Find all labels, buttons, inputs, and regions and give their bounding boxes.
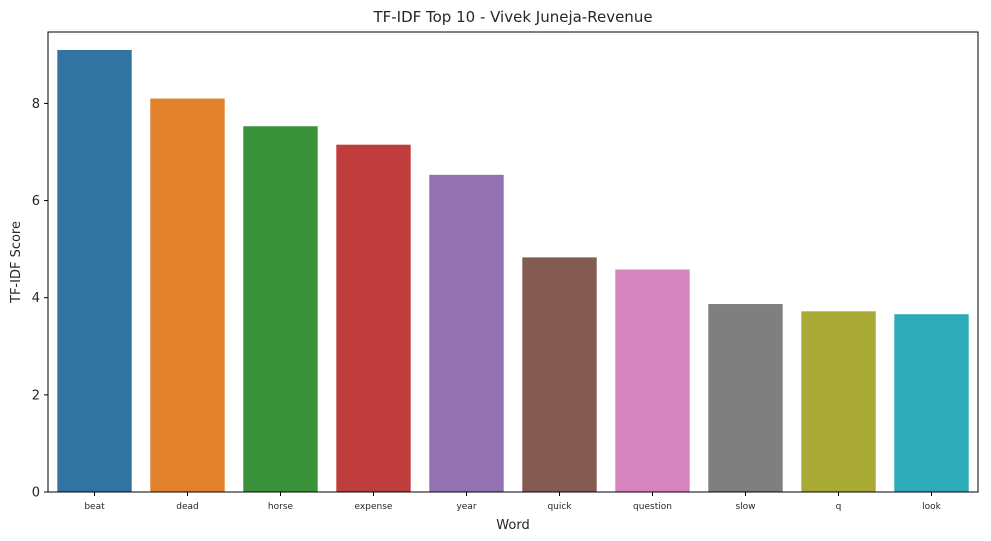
y-axis-ticks: 0 2 4 6 8 xyxy=(32,97,48,501)
bar-q xyxy=(801,311,876,492)
y-tick-label: 0 xyxy=(32,486,40,501)
x-tick-label: year xyxy=(456,502,476,512)
x-tick-label: horse xyxy=(268,502,294,512)
y-axis-label: TF-IDF Score xyxy=(9,221,24,304)
chart-title: TF-IDF Top 10 - Vivek Juneja-Revenue xyxy=(372,8,652,26)
x-axis-label: Word xyxy=(496,518,529,533)
bar-horse xyxy=(243,126,318,492)
x-tick-label: expense xyxy=(355,502,393,512)
bar-quick xyxy=(522,257,597,492)
x-tick-label: question xyxy=(633,502,672,512)
y-tick-label: 4 xyxy=(32,291,40,306)
x-tick-label: beat xyxy=(84,502,105,512)
x-tick-label: look xyxy=(922,502,942,512)
x-tick-label: quick xyxy=(547,502,572,512)
bars-group xyxy=(57,49,969,493)
x-tick-label: dead xyxy=(176,502,198,512)
y-tick-label: 6 xyxy=(32,194,40,209)
bar-look xyxy=(894,314,969,492)
bar-question xyxy=(615,269,690,492)
bar-dead xyxy=(150,98,225,492)
bar-expense xyxy=(336,144,411,492)
x-axis-ticks: beat dead horse expense year quick question slo… xyxy=(84,492,942,512)
x-tick-label: slow xyxy=(735,502,755,512)
bar-beat xyxy=(57,49,132,493)
plot-area-frame xyxy=(47,31,979,493)
x-tick-label: q xyxy=(836,502,842,512)
bar-year xyxy=(429,174,504,492)
y-tick-label: 2 xyxy=(32,388,40,403)
y-tick-label: 8 xyxy=(32,97,40,112)
bar-slow xyxy=(708,304,783,492)
